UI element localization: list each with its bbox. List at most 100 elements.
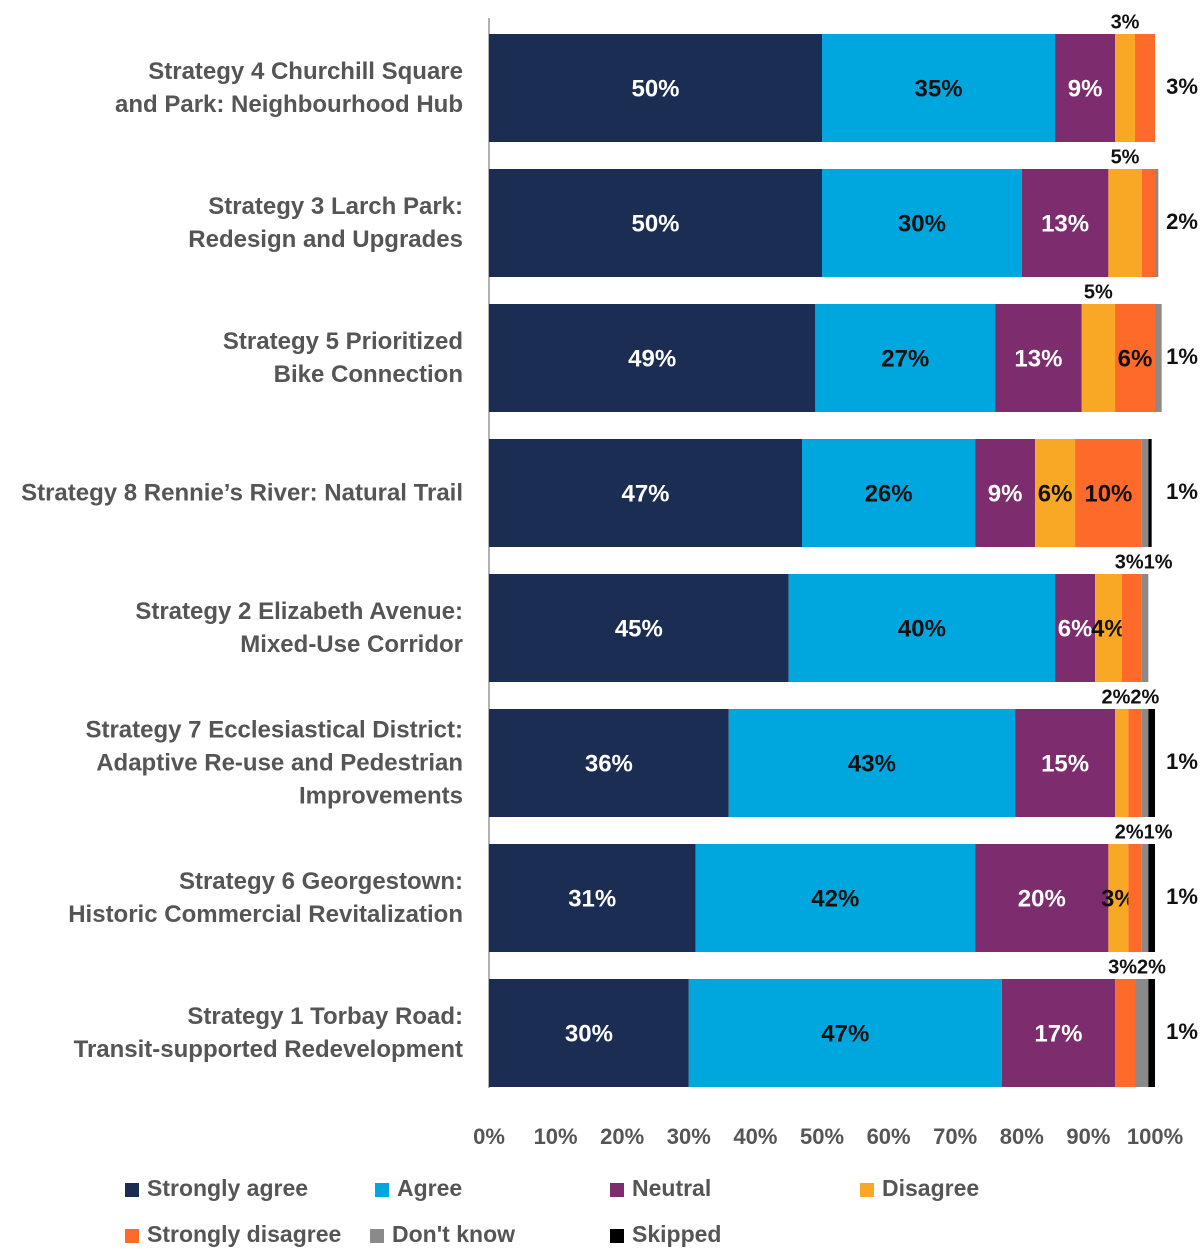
legend-swatch (860, 1183, 874, 1197)
bar-segment (1115, 304, 1155, 412)
bar-segment (1135, 979, 1149, 1087)
data-label: 1% (1166, 749, 1198, 774)
data-label: 6% (1118, 345, 1153, 372)
data-label: 20% (1018, 885, 1066, 912)
legend-swatch (125, 1229, 139, 1243)
bar-segment (688, 979, 1002, 1087)
data-label: 1% (1144, 551, 1173, 573)
legend-swatch (375, 1183, 389, 1197)
data-label: 50% (631, 210, 679, 237)
bar-segment (1141, 844, 1149, 952)
bar-segment (995, 304, 1082, 412)
bar-segment (1155, 304, 1162, 412)
bar-segment (822, 34, 1056, 142)
data-label: 5% (1111, 146, 1140, 168)
category-label: Strategy 8 Rennie’s River: Natural Trail (21, 479, 463, 507)
bar-segment (1148, 709, 1155, 817)
x-tick-label: 10% (534, 1124, 578, 1149)
x-tick-label: 40% (733, 1124, 777, 1149)
bar-segment (489, 979, 689, 1087)
bar-segment (1108, 169, 1142, 277)
bar-segment (1115, 709, 1129, 817)
bar-segment (788, 574, 1056, 682)
data-label: 6% (1058, 615, 1093, 642)
bar-segment (1081, 304, 1116, 412)
category-label: Strategy 6 Georgestown: Historic Commerc… (68, 868, 463, 928)
x-tick-label: 70% (933, 1124, 977, 1149)
category-label: Strategy 2 Elizabeth Avenue: Mixed-Use C… (135, 598, 463, 658)
bar-segment (975, 439, 1036, 547)
data-label: 3% (1166, 74, 1198, 99)
bar-segment (1148, 439, 1152, 547)
category-label: Strategy 7 Ecclesiastical District: Adap… (85, 716, 463, 810)
category-label: Strategy 1 Torbay Road: Transit-supporte… (73, 1003, 463, 1063)
bar-segment (1115, 34, 1136, 142)
data-label: 17% (1034, 1020, 1082, 1047)
data-label: 2% (1166, 209, 1198, 234)
data-label: 3% (1111, 11, 1140, 33)
data-label: 3% (1108, 956, 1137, 978)
bar-segment (1128, 844, 1142, 952)
data-label: 50% (631, 75, 679, 102)
data-label: 36% (585, 750, 633, 777)
x-tick-label: 50% (800, 1124, 844, 1149)
data-label: 15% (1041, 750, 1089, 777)
data-label: 10% (1084, 480, 1132, 507)
data-label: 30% (565, 1020, 613, 1047)
data-label: 1% (1144, 821, 1173, 843)
legend-label: Disagree (882, 1175, 979, 1201)
category-label: Strategy 4 Churchill Square and Park: Ne… (115, 58, 463, 118)
data-label: 13% (1014, 345, 1062, 372)
bar-segment (1095, 574, 1122, 682)
category-label: Strategy 3 Larch Park: Redesign and Upgr… (188, 193, 463, 253)
data-label: 47% (821, 1020, 869, 1047)
data-label: 1% (1166, 344, 1198, 369)
x-tick-label: 60% (867, 1124, 911, 1149)
data-label: 2% (1130, 686, 1159, 708)
data-label: 42% (811, 885, 859, 912)
bar-segment (695, 844, 976, 952)
legend-swatch (370, 1229, 384, 1243)
bar-segment (1021, 169, 1109, 277)
bar-segment (728, 709, 1016, 817)
bar-segment (489, 709, 729, 817)
legend-label: Skipped (632, 1221, 721, 1247)
legend-swatch (610, 1183, 624, 1197)
x-tick-label: 100% (1127, 1124, 1183, 1149)
data-label: 13% (1041, 210, 1089, 237)
x-tick-label: 0% (473, 1124, 505, 1149)
bar-segment (1141, 574, 1149, 682)
bar-segment (1141, 709, 1149, 817)
category-label: Strategy 5 Prioritized Bike Connection (222, 328, 463, 388)
bar-segment (1148, 844, 1155, 952)
bar-segment (489, 844, 696, 952)
legend-swatch (125, 1183, 139, 1197)
data-label: 43% (848, 750, 896, 777)
data-label: 47% (621, 480, 669, 507)
bar-segment (1035, 439, 1076, 547)
data-label: 45% (615, 615, 663, 642)
bar-segment (975, 844, 1109, 952)
x-tick-label: 20% (600, 1124, 644, 1149)
bar-segment (489, 439, 803, 547)
data-label: 26% (865, 480, 913, 507)
data-label: 4% (1091, 615, 1126, 642)
bar-segment (489, 304, 816, 412)
x-tick-label: 90% (1066, 1124, 1110, 1149)
bar-segment (1055, 574, 1096, 682)
data-label: 27% (881, 345, 929, 372)
bar-segment (802, 439, 976, 547)
data-label: 35% (915, 75, 963, 102)
bar-segment (1055, 34, 1116, 142)
bar-segment (1148, 979, 1155, 1087)
legend-label: Don't know (392, 1221, 515, 1247)
bar-segment (1115, 979, 1136, 1087)
bar-segment (1121, 574, 1142, 682)
bar-segment (1075, 439, 1142, 547)
data-label: 6% (1038, 480, 1073, 507)
legend-label: Strongly disagree (147, 1221, 341, 1247)
legend-label: Strongly agree (147, 1175, 308, 1201)
data-label: 2% (1115, 821, 1144, 843)
